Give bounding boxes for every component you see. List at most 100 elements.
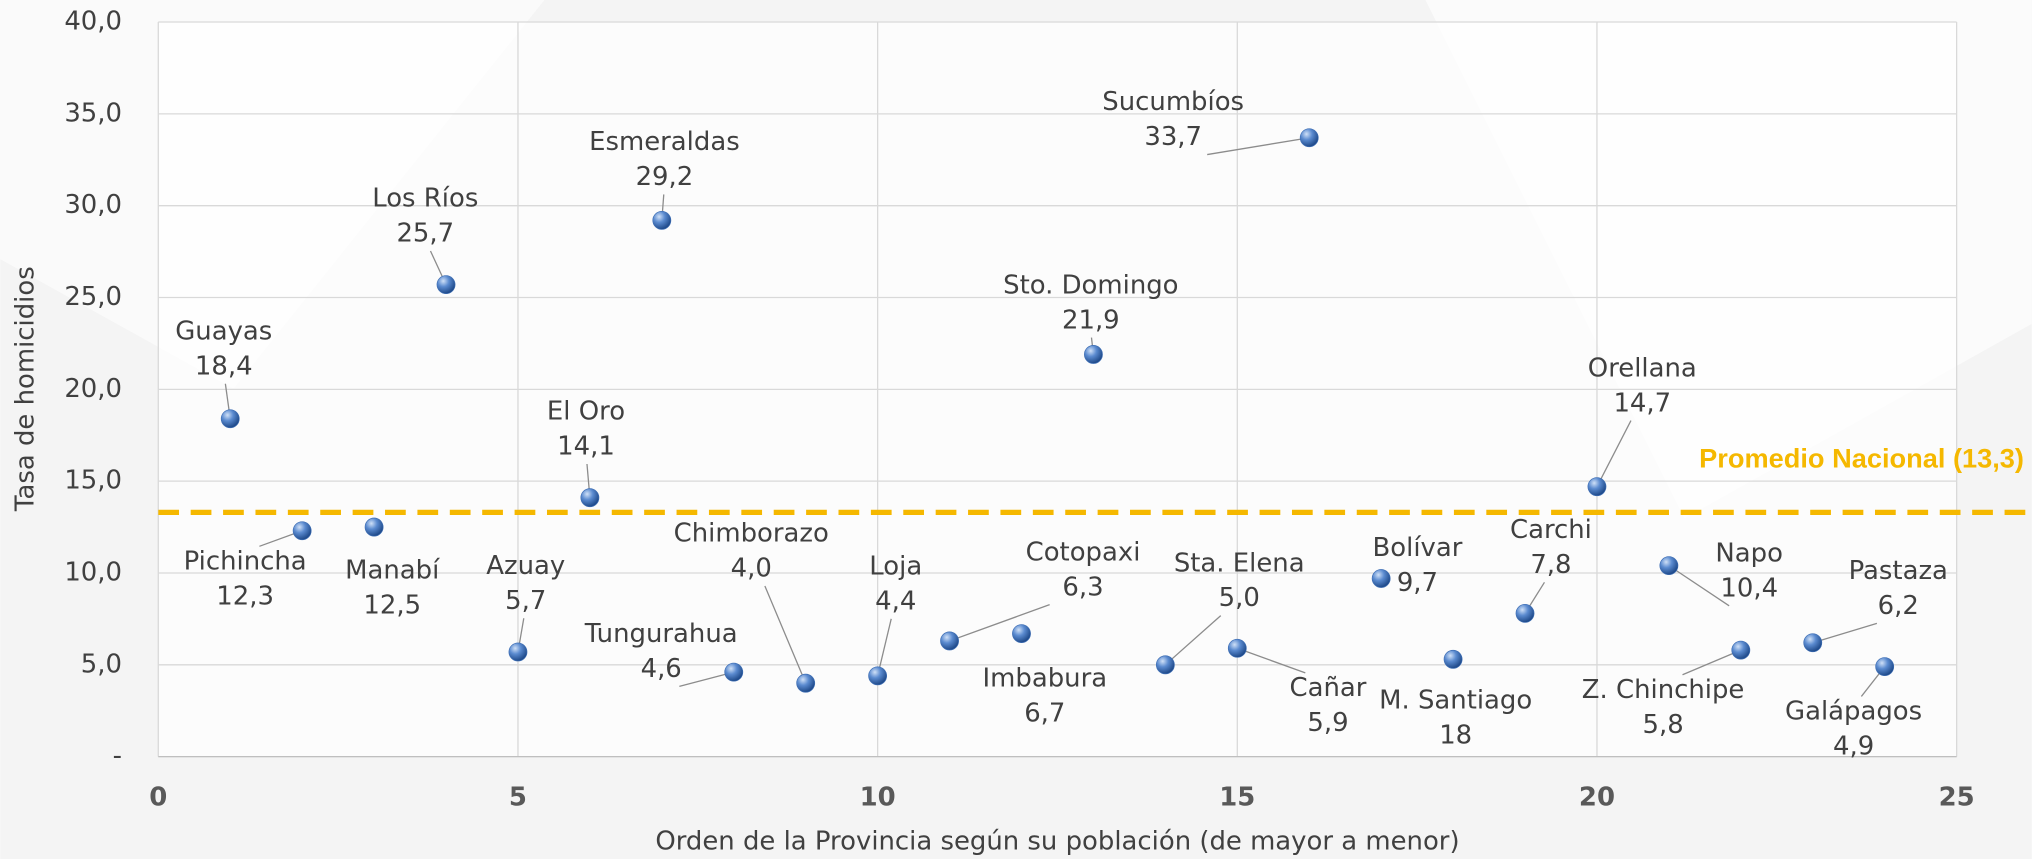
data-label: 4,6 — [641, 654, 682, 684]
y-tick-label: 40,0 — [64, 7, 122, 37]
y-tick-label: 35,0 — [64, 98, 122, 128]
point — [940, 631, 959, 651]
point — [1227, 638, 1247, 658]
x-axis-title: Orden de la Provincia según su población… — [655, 827, 1459, 857]
point — [652, 210, 672, 230]
x-tick-label: 5 — [509, 783, 527, 813]
point — [1731, 640, 1751, 660]
data-label: 21,9 — [1062, 305, 1120, 335]
point-name: Sta. Elena — [1174, 548, 1305, 578]
point — [1084, 345, 1103, 364]
point — [1875, 657, 1895, 677]
point — [1587, 477, 1607, 497]
y-tick-label: 25,0 — [64, 282, 122, 312]
point-name: Imbabura — [983, 663, 1108, 693]
point — [796, 673, 816, 693]
leader-line — [764, 585, 807, 684]
leader-line — [876, 618, 892, 676]
point — [1515, 604, 1535, 623]
data-label: 29,2 — [636, 162, 694, 192]
data-label: 6,3 — [1062, 572, 1103, 602]
x-tick-label: 20 — [1579, 783, 1615, 813]
leader-line — [1668, 565, 1730, 607]
x-tick-label: 15 — [1219, 783, 1255, 813]
leader-line — [1812, 622, 1878, 644]
data-label: 6,2 — [1878, 591, 1919, 621]
point-name: M. Santiago — [1379, 685, 1532, 715]
point-name: Cotopaxi — [1026, 537, 1141, 567]
point-name: Tungurahua — [584, 619, 738, 649]
point-name: Manabí — [345, 556, 440, 586]
data-label: 5,0 — [1219, 583, 1260, 613]
point-name: Loja — [869, 552, 922, 582]
leader-line — [1207, 137, 1310, 156]
point-name: Cañar — [1290, 673, 1367, 703]
y-tick-label: 10,0 — [64, 557, 122, 587]
leader-line — [1682, 649, 1742, 676]
point — [1443, 649, 1463, 669]
y-tick-label: 30,0 — [64, 190, 122, 220]
data-label: 7,8 — [1530, 550, 1571, 580]
point — [436, 275, 456, 295]
leader-line — [1596, 420, 1632, 487]
data-label: 5,9 — [1307, 708, 1348, 738]
leader-line — [949, 604, 1050, 642]
point — [868, 666, 888, 686]
data-label: 18 — [1439, 720, 1472, 750]
reference-label: Promedio Nacional (13,3) — [1699, 443, 2024, 474]
data-label: 14,1 — [557, 432, 615, 462]
data-label: 12,3 — [216, 581, 274, 611]
data-label: 5,7 — [505, 586, 546, 616]
point-name: El Oro — [547, 397, 625, 427]
point-name: Orellana — [1588, 353, 1697, 383]
data-label: 4,0 — [731, 554, 772, 584]
point-name: Napo — [1715, 538, 1783, 568]
x-tick-label: 25 — [1939, 783, 1975, 813]
point — [508, 642, 528, 662]
point — [292, 521, 312, 541]
point-name: Pichincha — [184, 546, 307, 576]
x-tick-label: 0 — [149, 783, 167, 813]
point — [724, 662, 744, 682]
point-name: Pastaza — [1849, 556, 1948, 586]
data-label: 9,7 — [1397, 568, 1438, 598]
point — [220, 409, 240, 429]
point-name: Guayas — [175, 316, 272, 346]
point — [1012, 624, 1031, 643]
point-name: Azuay — [486, 551, 565, 581]
point — [580, 488, 600, 508]
point-name: Sto. Domingo — [1003, 270, 1178, 300]
data-label: 25,7 — [396, 219, 454, 249]
leader-line — [1237, 647, 1306, 674]
data-label: 4,4 — [875, 586, 916, 616]
point-name: Sucumbíos — [1102, 87, 1244, 117]
point-name: Bolívar — [1372, 533, 1462, 563]
x-tick-label: 10 — [860, 783, 896, 813]
data-label: 4,9 — [1833, 731, 1874, 761]
data-label: 12,5 — [363, 591, 421, 621]
point-name: Chimborazo — [674, 519, 829, 549]
data-label: 6,7 — [1024, 698, 1065, 728]
point — [1371, 569, 1391, 588]
leader-line — [1164, 615, 1222, 666]
y-axis-title: Tasa de homicidios — [11, 266, 41, 512]
y-tick-label: 5,0 — [81, 649, 122, 679]
point-name: Carchi — [1510, 515, 1592, 545]
point — [1155, 655, 1175, 675]
point-name: Esmeraldas — [589, 127, 740, 157]
data-label: 5,8 — [1642, 710, 1683, 740]
y-tick-label: 15,0 — [64, 466, 122, 496]
data-label: 18,4 — [195, 351, 253, 381]
point-name: Galápagos — [1785, 697, 1922, 727]
data-label: 10,4 — [1720, 573, 1778, 603]
point-name: Los Ríos — [372, 184, 478, 214]
point — [364, 517, 384, 537]
point — [1659, 556, 1679, 576]
plot: - 5,0 10,0 15,0 20,0 25,0 30,0 35,0 40,0 0 5 10 15 20… — [64, 7, 2032, 813]
data-label: 33,7 — [1144, 122, 1202, 152]
y-tick-label: 20,0 — [64, 374, 122, 404]
point — [1803, 633, 1823, 653]
point-name: Z. Chinchipe — [1582, 675, 1745, 705]
y-tick-label: - — [113, 741, 122, 771]
